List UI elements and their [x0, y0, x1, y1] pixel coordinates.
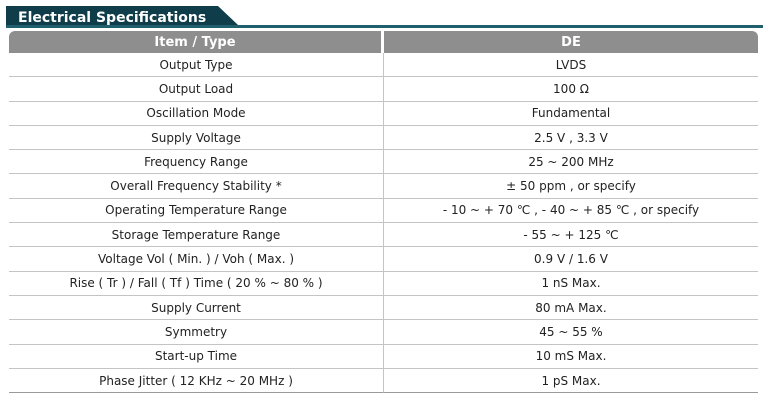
row-value: 1 nS Max. [384, 272, 758, 296]
row-item-label: Supply Current [9, 295, 384, 321]
section-title-tab-shape [6, 6, 763, 28]
table-row: Symmetry 45 ~ 55 % [9, 320, 758, 345]
table-row: Rise ( Tr ) / Fall ( Tf ) Time ( 20 % ~ … [9, 271, 758, 296]
header-de: DE [384, 31, 758, 53]
table-row: Output Load 100 Ω [9, 77, 758, 102]
table-row: Output Type LVDS [9, 53, 758, 78]
row-value: 1 pS Max. [384, 369, 758, 394]
table-row: Phase Jitter ( 12 KHz ~ 20 MHz ) 1 pS Ma… [9, 368, 758, 394]
row-item-label: Overall Frequency Stability * [9, 174, 384, 199]
row-item-label: Oscillation Mode [9, 101, 384, 126]
row-item-label: Output Load [9, 77, 384, 102]
row-value: 80 mA Max. [384, 296, 758, 321]
row-item-label: Supply Voltage [9, 125, 384, 151]
electrical-specifications-table: Item / Type DE Output Type LVDS Output L… [9, 31, 758, 394]
row-item-label: Phase Jitter ( 12 KHz ~ 20 MHz ) [9, 368, 384, 394]
row-value: 25 ~ 200 MHz [384, 150, 758, 175]
table-row: Supply Voltage 2.5 V , 3.3 V [9, 125, 758, 151]
row-item-label: Start-up Time [9, 344, 384, 369]
title-underline [6, 25, 763, 28]
table-row: Oscillation Mode Fundamental [9, 101, 758, 126]
row-item-label: Frequency Range [9, 150, 384, 175]
row-value: 0.9 V / 1.6 V [384, 247, 758, 272]
row-value: 100 Ω [384, 77, 758, 102]
row-item-label: Symmetry [9, 320, 384, 345]
row-value: - 10 ~ + 70 ℃ , - 40 ~ + 85 ℃ , or speci… [384, 199, 758, 224]
row-item-label: Storage Temperature Range [9, 223, 384, 248]
row-value: 45 ~ 55 % [384, 320, 758, 345]
table-header-row: Item / Type DE [9, 31, 758, 53]
table-row: Overall Frequency Stability * ± 50 ppm ,… [9, 174, 758, 199]
section-title-bar: Electrical Specifications [6, 6, 763, 28]
table-row: Voltage Vol ( Min. ) / Voh ( Max. ) 0.9 … [9, 247, 758, 272]
row-value: Fundamental [384, 102, 758, 126]
table-row: Supply Current 80 mA Max. [9, 295, 758, 321]
table-row: Storage Temperature Range - 55 ~ + 125 ℃ [9, 223, 758, 248]
header-item-type: Item / Type [9, 31, 384, 53]
title-tab-fill [6, 6, 763, 28]
table-row: Operating Temperature Range - 10 ~ + 70 … [9, 198, 758, 224]
row-item-label: Operating Temperature Range [9, 198, 384, 224]
row-value: 10 mS Max. [384, 345, 758, 369]
section-title: Electrical Specifications [18, 10, 207, 26]
row-value: 2.5 V , 3.3 V [384, 126, 758, 151]
table-row: Start-up Time 10 mS Max. [9, 344, 758, 369]
row-item-label: Output Type [9, 53, 384, 78]
table-row: Frequency Range 25 ~ 200 MHz [9, 150, 758, 175]
row-value: LVDS [384, 53, 758, 78]
row-item-label: Voltage Vol ( Min. ) / Voh ( Max. ) [9, 247, 384, 272]
row-value: ± 50 ppm , or specify [384, 174, 758, 199]
row-value: - 55 ~ + 125 ℃ [384, 223, 758, 248]
row-item-label: Rise ( Tr ) / Fall ( Tf ) Time ( 20 % ~ … [9, 271, 384, 296]
